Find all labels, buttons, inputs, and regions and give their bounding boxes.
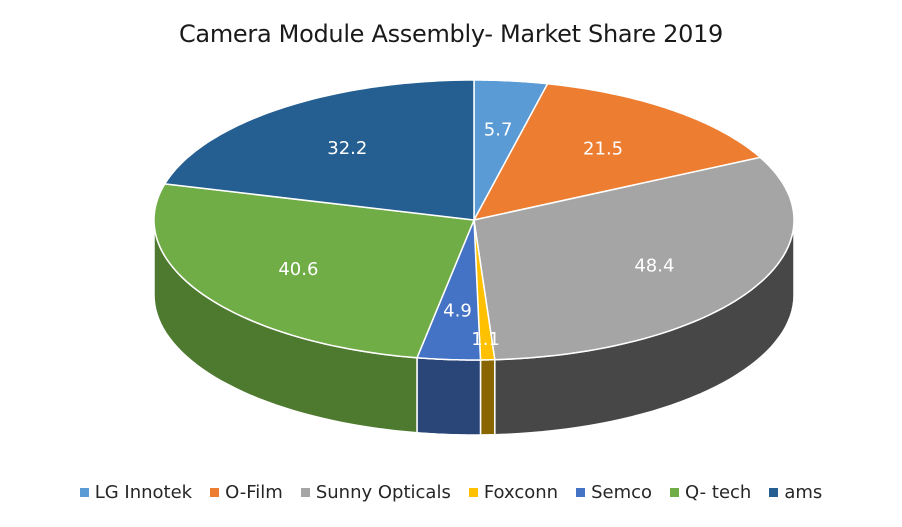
- pie-sides: [153, 219, 795, 436]
- pie-slice-o-film[interactable]: [472, 82, 762, 222]
- legend-label: Semco: [591, 482, 653, 503]
- pie-slice-ams[interactable]: [163, 79, 475, 221]
- legend-item: LG Innotek: [79, 482, 193, 503]
- legend-swatch: [576, 488, 586, 497]
- pie-slice-semco[interactable]: [415, 219, 482, 361]
- chart-legend: LG Innotek O-Film Sunny Opticals Foxconn Sem…: [0, 482, 902, 503]
- pie-side-4: [416, 357, 482, 436]
- legend-item: O-Film: [210, 482, 283, 503]
- legend-label: Foxconn: [483, 482, 559, 503]
- legend-swatch: [79, 488, 89, 497]
- legend-item: Sunny Opticals: [300, 482, 451, 503]
- legend-item: Q- tech: [670, 482, 751, 503]
- data-label: 21.5: [583, 139, 623, 160]
- legend-item: ams: [769, 482, 822, 503]
- legend-label: Q- tech: [685, 482, 752, 503]
- legend-item: Foxconn: [468, 482, 559, 503]
- pie-side-3: [479, 358, 496, 436]
- legend-label: O-Film: [225, 482, 283, 503]
- pie-slices: [153, 79, 795, 361]
- legend-swatch: [769, 488, 779, 497]
- chart-title: Camera Module Assembly- Market Share 201…: [178, 20, 724, 48]
- data-label: 4.9: [443, 301, 472, 322]
- pie-slice-q-tech[interactable]: [153, 183, 476, 359]
- legend-label: ams: [784, 482, 823, 503]
- legend-swatch: [468, 488, 478, 497]
- legend-swatch: [210, 488, 220, 497]
- pie-data-labels: 5.7 21.5 48.4 1.1 4.9 40.6 32.2: [278, 120, 674, 350]
- legend-item: Semco: [576, 482, 652, 503]
- data-label: 1.1: [471, 329, 500, 350]
- data-label: 40.6: [278, 259, 318, 280]
- data-label: 32.2: [327, 138, 367, 159]
- pie-slice-sunny-opticals[interactable]: [473, 156, 795, 361]
- legend-label: LG Innotek: [94, 482, 193, 503]
- data-label: 5.7: [484, 120, 513, 141]
- legend-label: Sunny Opticals: [315, 482, 451, 503]
- data-label: 48.4: [634, 255, 674, 276]
- legend-swatch: [670, 488, 680, 497]
- legend-swatch: [300, 488, 310, 497]
